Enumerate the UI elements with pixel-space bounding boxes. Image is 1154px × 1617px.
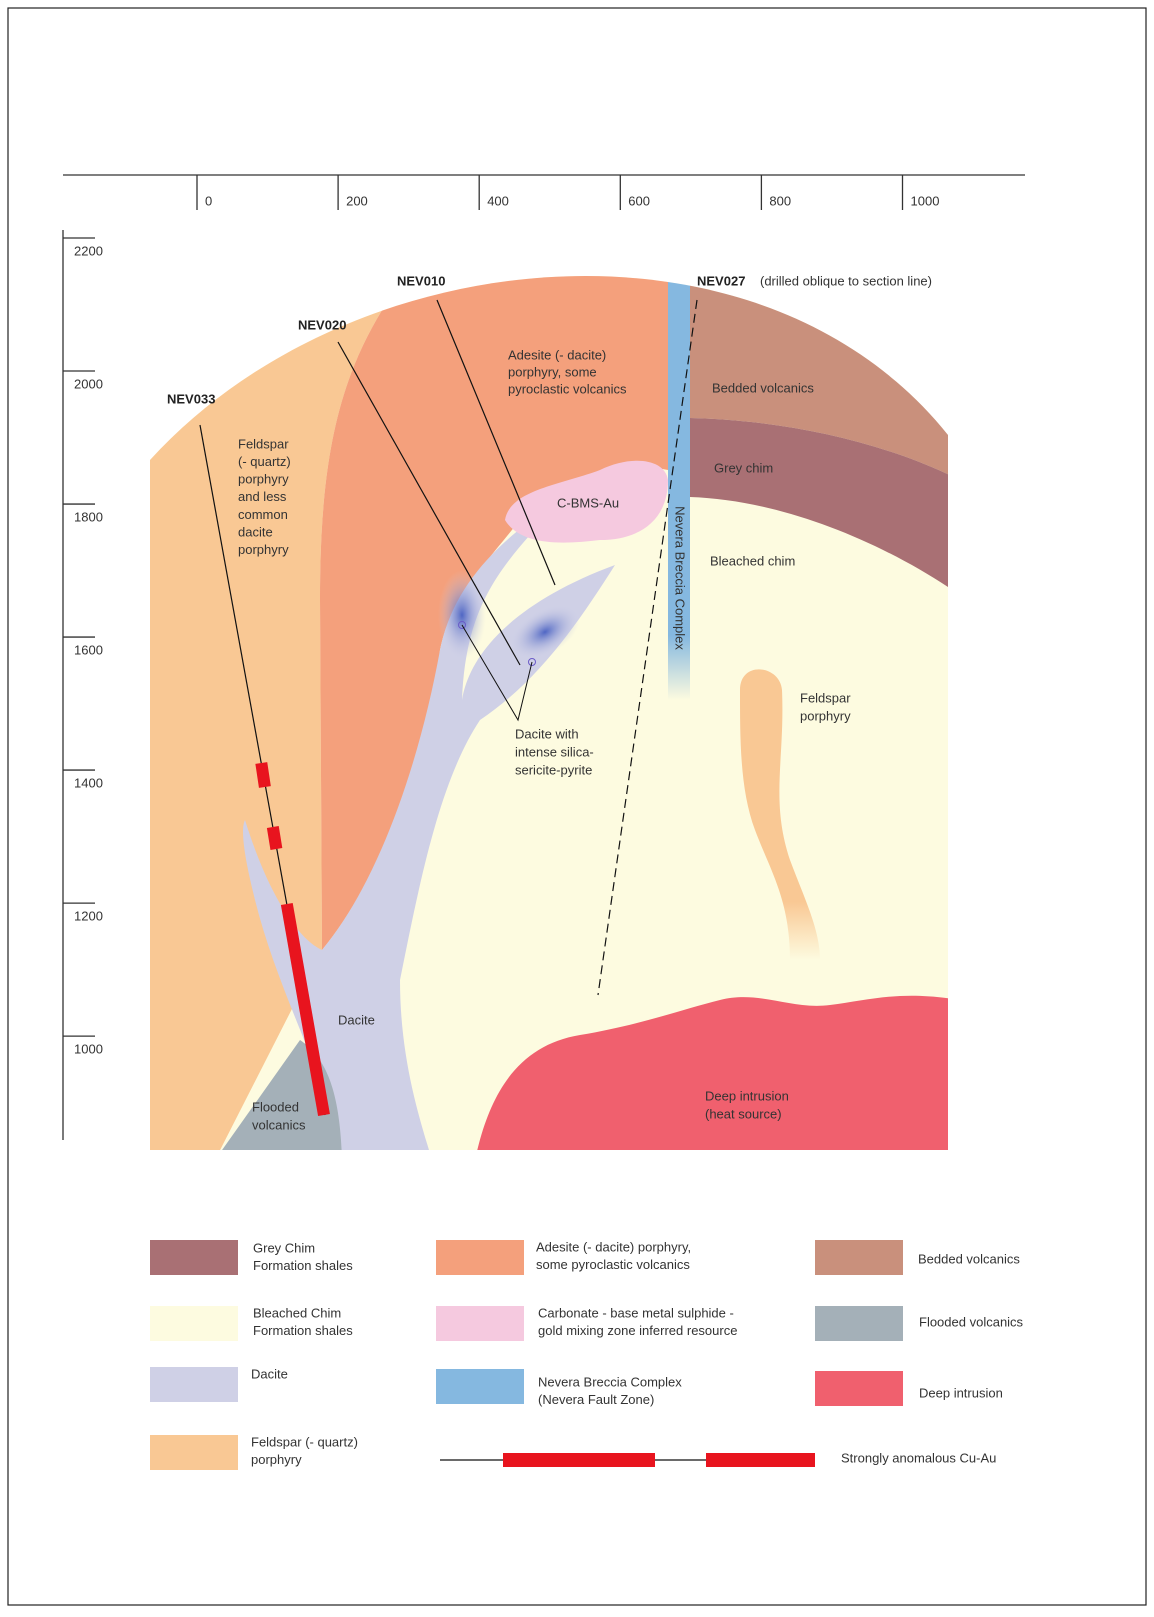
legend-label: Bleached Chim — [253, 1305, 341, 1320]
y-tick-label: 1800 — [74, 509, 103, 524]
unit-label: Dacite with — [515, 726, 579, 741]
unit-label: intense silica- — [515, 744, 594, 759]
unit-label: pyroclastic volcanics — [508, 381, 627, 396]
unit-label: Feldspar — [800, 690, 851, 705]
leader — [461, 624, 533, 722]
unit-label: (heat source) — [705, 1106, 782, 1121]
hole-note: (drilled oblique to section line) — [760, 273, 932, 288]
legend-swatch — [150, 1367, 238, 1402]
legend-label: Flooded volcanics — [919, 1314, 1024, 1329]
legend-label: Bedded volcanics — [918, 1251, 1020, 1266]
legend-label: Grey Chim — [253, 1240, 315, 1255]
legend-label: Formation shales — [253, 1258, 353, 1273]
cbms-zone — [505, 460, 668, 543]
unit-label: Grey chim — [714, 460, 773, 475]
nevera-breccia — [668, 276, 690, 700]
hole-label: NEV033 — [167, 391, 215, 406]
legend-label: some pyroclastic volcanics — [536, 1257, 690, 1272]
drill-hole — [337, 341, 521, 666]
unit-label: common — [238, 507, 288, 522]
legend — [150, 1240, 903, 1470]
anomalous-intervals — [255, 762, 330, 1117]
x-tick-label: 1000 — [911, 193, 940, 208]
unit-label: Adesite (- dacite) — [508, 347, 606, 362]
section — [150, 276, 948, 1150]
legend-label: Adesite (- dacite) porphyry, — [536, 1239, 691, 1254]
interval — [266, 826, 283, 850]
legend-label: (Nevera Fault Zone) — [538, 1392, 654, 1407]
y-tick-label: 2000 — [74, 376, 103, 391]
legend-label: Carbonate - base metal sulphide - — [538, 1305, 734, 1320]
legend-swatch — [706, 1453, 815, 1467]
legend-label: gold mixing zone inferred resource — [538, 1323, 737, 1338]
unit-label: porphyry — [800, 708, 851, 723]
legend-label: Strongly anomalous Cu-Au — [841, 1450, 996, 1465]
unit-label: porphyry, some — [508, 364, 597, 379]
legend-swatch — [436, 1306, 524, 1341]
deep-intrusion — [475, 995, 948, 1150]
unit-label: volcanics — [252, 1117, 306, 1132]
unit-label: (- quartz) — [238, 454, 291, 469]
unit-label: Bedded volcanics — [712, 380, 814, 395]
grey-chim — [690, 418, 948, 595]
ticks: 0 200 400 600 800 1000 2200 2000 1800 1600 1400 120… — [63, 175, 939, 1057]
legend-swatch — [815, 1240, 903, 1275]
legend-swatch — [150, 1240, 238, 1275]
drill-hole — [436, 299, 556, 586]
legend-label: Nevera Breccia Complex — [538, 1374, 682, 1389]
unit-label: Deep intrusion — [705, 1088, 789, 1103]
frame — [7, 7, 1147, 1606]
alteration — [510, 605, 580, 659]
marker — [458, 621, 466, 629]
unit-label: porphyry — [238, 472, 289, 487]
y-tick-label: 2200 — [74, 243, 103, 258]
legend-label: Deep intrusion — [919, 1385, 1003, 1400]
feldspar-porphyry — [150, 276, 410, 1150]
hole-label: NEV010 — [397, 273, 445, 288]
legend-label: Dacite — [251, 1366, 288, 1381]
y-tick-label: 1600 — [74, 642, 103, 657]
legend-swatch — [150, 1306, 238, 1341]
unit-label: Bleached chim — [710, 553, 795, 568]
legend-swatch — [815, 1371, 903, 1406]
unit-label: porphyry — [238, 542, 289, 557]
y-tick-label: 1400 — [74, 776, 103, 791]
unit-label: Feldspar — [238, 436, 289, 451]
unit-label: Nevera Breccia Complex — [673, 506, 688, 650]
unit-label: sericite-pyrite — [515, 762, 592, 777]
unit-label: dacite — [238, 524, 273, 539]
legend-swatch — [436, 1240, 524, 1275]
hole-label: NEV020 — [298, 317, 346, 332]
dacite — [243, 525, 615, 1150]
y-tick-label: 1200 — [74, 909, 103, 924]
interval — [255, 762, 271, 788]
drill-hole — [597, 299, 698, 996]
legend-swatch — [503, 1453, 655, 1467]
x-tick-label: 200 — [346, 193, 368, 208]
legend-label: Feldspar (- quartz) — [251, 1434, 358, 1449]
marker — [528, 658, 536, 666]
adesite — [320, 276, 668, 950]
x-tick-label: 800 — [769, 193, 791, 208]
unit-label: Dacite — [338, 1012, 375, 1027]
legend-label: Formation shales — [253, 1323, 353, 1338]
hole-label: NEV027 — [697, 273, 745, 288]
legend-swatch — [815, 1306, 903, 1341]
legend-swatch — [436, 1369, 524, 1404]
unit-label: and less — [238, 489, 287, 504]
legend-swatch — [150, 1435, 238, 1470]
unit-label: Flooded — [252, 1099, 299, 1114]
x-tick-label: 0 — [205, 193, 212, 208]
feldspar-porphyry-right — [740, 669, 820, 960]
unit-labels: Feldspar (- quartz) porphyry and less common… — [238, 347, 1024, 1467]
x-tick-label: 400 — [487, 193, 509, 208]
alteration — [438, 570, 486, 660]
unit-label: C-BMS-Au — [557, 495, 619, 510]
interval — [280, 902, 330, 1117]
legend-label: porphyry — [251, 1452, 302, 1467]
y-tick-label: 1000 — [74, 1042, 103, 1057]
x-tick-label: 600 — [628, 193, 650, 208]
